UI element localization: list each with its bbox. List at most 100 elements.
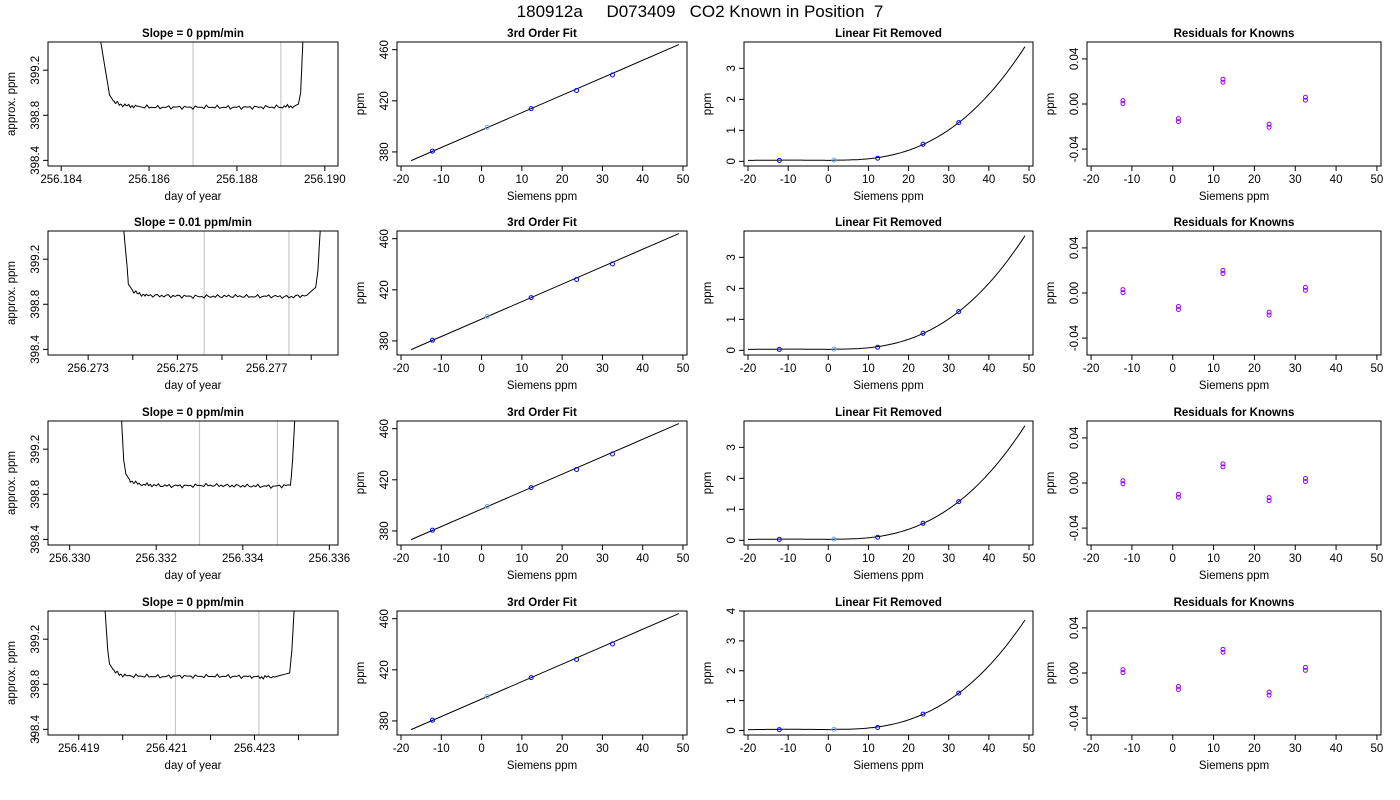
fit-line: [410, 423, 680, 541]
data-point: [920, 141, 926, 147]
chart-panel: Residuals for Knowns -20 -10 0 10 20 30 40 50 -0.…: [1045, 597, 1383, 772]
x-tick-label: 20: [1248, 553, 1261, 565]
y-tick-label: 399.2: [30, 625, 42, 654]
x-axis-label: day of year: [165, 570, 222, 582]
x-tick-label: -20: [740, 363, 757, 375]
y-tick-label: 398.8: [30, 670, 42, 699]
x-axis-label: day of year: [165, 380, 222, 392]
x-tick-label: 256.277: [246, 363, 288, 375]
x-axis-label: Siemens ppm: [853, 760, 923, 772]
trace-line: [123, 231, 321, 300]
y-tick-label: 399.2: [30, 56, 42, 85]
data-point: [956, 690, 962, 696]
x-tick-label: 50: [677, 553, 690, 565]
x-tick-label: 40: [1330, 363, 1343, 375]
chart-title: Linear Fit Removed: [835, 28, 942, 40]
x-tick-label: -10: [433, 553, 450, 565]
data-point: [1175, 494, 1181, 500]
plot-area: [748, 46, 1026, 163]
plot-area: [104, 611, 295, 680]
data-point: [1266, 124, 1272, 130]
x-tick-label: 10: [1207, 553, 1220, 565]
data-point: [1220, 646, 1226, 652]
plot-area: [748, 235, 1026, 352]
data-point: [776, 727, 782, 733]
data-point: [1175, 307, 1181, 313]
x-tick-label: 0: [478, 743, 484, 755]
y-axis-label: approx. ppm: [6, 72, 18, 136]
x-tick-label: 10: [1207, 743, 1220, 755]
y-tick-label: 420: [379, 280, 391, 299]
data-point: [1266, 689, 1272, 695]
plot-area: [1120, 461, 1308, 504]
x-tick-label: -10: [1124, 174, 1141, 186]
x-tick-label: 10: [1207, 363, 1220, 375]
plot-frame: [47, 420, 339, 546]
x-tick-label: 40: [636, 743, 649, 755]
x-tick-label: 50: [1371, 743, 1384, 755]
data-point: [1120, 290, 1126, 296]
chart-panel: Slope = 0 ppm/min 256.419 256.421 256.423 39…: [6, 597, 339, 772]
x-axis-label: Siemens ppm: [1199, 570, 1269, 582]
plot-frame: [47, 41, 339, 167]
data-point: [776, 346, 782, 352]
plot-frame: [396, 610, 688, 736]
chart-panel: Linear Fit Removed -20 -10 0 10 20 30 40 50 0 1 2 3 S…: [702, 217, 1035, 392]
data-point: [1120, 670, 1126, 676]
data-point: [1175, 119, 1181, 125]
x-tick-label: 50: [677, 174, 690, 186]
x-tick-label: 40: [982, 363, 995, 375]
x-tick-label: 30: [596, 553, 609, 565]
y-tick-label: 380: [379, 521, 391, 540]
data-point: [831, 157, 837, 163]
y-tick-label: 460: [379, 609, 391, 628]
chart-panel: Linear Fit Removed -20 -10 0 10 20 30 40 50 0 1 2 3 4…: [702, 597, 1035, 772]
x-tick-label: 256.275: [157, 363, 199, 375]
plot-frame: [1086, 420, 1382, 546]
plot-area: [100, 42, 304, 111]
data-point: [574, 466, 580, 472]
chart-title: Slope = 0 ppm/min: [142, 597, 244, 609]
plot-area: [748, 425, 1026, 542]
x-tick-label: 20: [556, 743, 569, 755]
x-axis-label: day of year: [165, 191, 222, 203]
y-axis-label: ppm: [702, 93, 714, 115]
data-point: [1302, 664, 1308, 670]
x-tick-label: -20: [1083, 553, 1100, 565]
chart-panel: Slope = 0 ppm/min 256.330 256.332 256.334 25…: [6, 407, 350, 582]
y-tick-label: 0.00: [1069, 93, 1081, 115]
x-tick-label: 256.419: [58, 743, 100, 755]
y-tick-label: 3: [726, 444, 738, 450]
y-axis-label: ppm: [1045, 282, 1057, 304]
data-point: [484, 503, 490, 509]
x-tick-label: 30: [1289, 363, 1302, 375]
y-tick-label: 0.00: [1069, 472, 1081, 494]
x-tick-label: 20: [1248, 174, 1261, 186]
data-point: [1175, 116, 1181, 122]
x-axis-label: Siemens ppm: [1199, 380, 1269, 392]
x-tick-label: 10: [515, 363, 528, 375]
x-tick-label: -10: [433, 363, 450, 375]
chart-title: Linear Fit Removed: [835, 217, 942, 229]
data-point: [1302, 475, 1308, 481]
data-point: [1120, 101, 1126, 107]
data-point: [484, 313, 490, 319]
x-tick-label: 256.423: [234, 743, 276, 755]
x-tick-label: 50: [677, 363, 690, 375]
x-tick-label: 30: [942, 743, 955, 755]
plot-area: [121, 421, 296, 489]
x-tick-label: 30: [942, 363, 955, 375]
y-tick-label: 1: [726, 316, 738, 322]
y-tick-label: 0.04: [1069, 47, 1081, 70]
y-tick-label: 3: [726, 65, 738, 71]
data-point: [1175, 491, 1181, 497]
plot-frame: [47, 230, 339, 356]
x-tick-label: -10: [780, 743, 797, 755]
data-point: [1220, 464, 1226, 470]
data-point: [528, 675, 534, 681]
data-point: [920, 520, 926, 526]
x-tick-label: 30: [596, 174, 609, 186]
x-tick-label: -20: [393, 553, 410, 565]
chart-panel: Slope = 0.01 ppm/min 256.273 256.275 256.27…: [6, 217, 339, 392]
data-point: [1220, 267, 1226, 273]
